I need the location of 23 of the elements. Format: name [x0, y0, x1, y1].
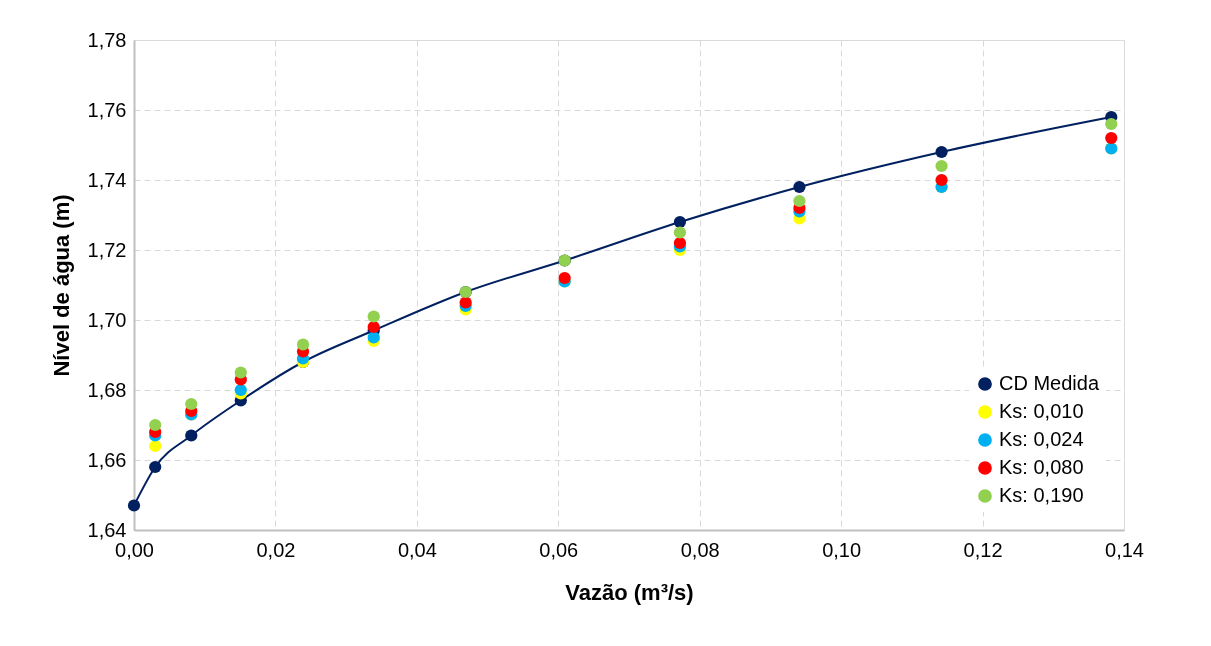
- x-tick-label: 0,02: [256, 538, 296, 561]
- legend-label: CD Medida: [999, 372, 1100, 394]
- x-tick-label: 0,12: [963, 538, 1003, 561]
- x-tick-label: 0,10: [822, 538, 862, 561]
- y-tick-label: 1,74: [87, 168, 127, 191]
- y-tick-label: 1,72: [87, 238, 127, 261]
- y-tick-label: 1,76: [87, 98, 127, 121]
- x-tick-label: 0,06: [539, 538, 579, 561]
- legend-label: Ks: 0,190: [999, 484, 1084, 506]
- legend-label: Ks: 0,024: [999, 428, 1084, 450]
- x-tick-label: 0,00: [115, 538, 154, 561]
- y-tick-label: 1,64: [87, 518, 127, 541]
- x-tick-label: 0,04: [397, 538, 437, 561]
- y-tick-label: 1,68: [87, 378, 127, 401]
- legend-label: Ks: 0,080: [999, 456, 1084, 478]
- legend-label: Ks: 0,010: [999, 400, 1084, 422]
- x-tick-label: 0,14: [1105, 538, 1144, 561]
- y-tick-label: 1,66: [87, 448, 127, 471]
- x-tick-label: 0,08: [680, 538, 720, 561]
- y-tick-label: 1,70: [87, 308, 127, 331]
- y-axis-title: Nível de água (m): [48, 194, 74, 377]
- x-axis-title: Vazão (m³/s): [565, 579, 694, 605]
- y-tick-label: 1,78: [87, 28, 127, 51]
